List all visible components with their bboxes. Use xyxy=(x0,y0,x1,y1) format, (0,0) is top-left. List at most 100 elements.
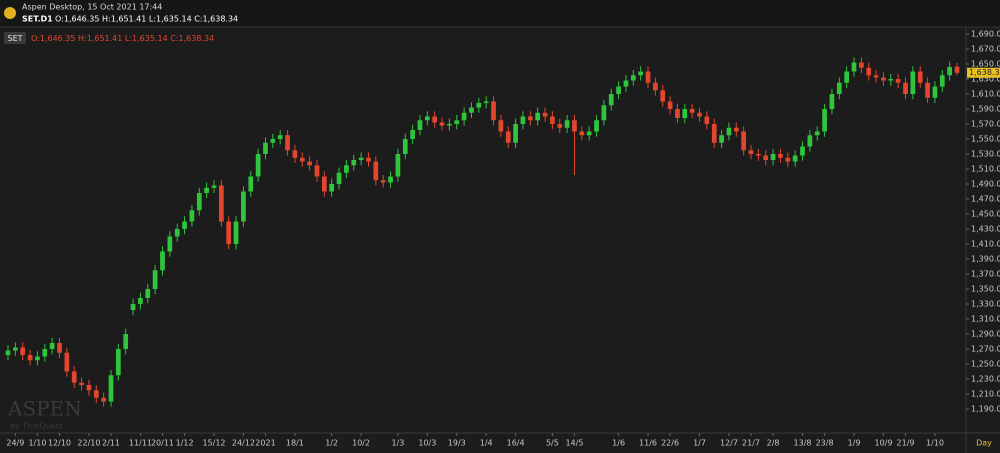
y-tick-label: 1,690.00 xyxy=(971,30,1000,39)
x-tick-label: 1/10 xyxy=(926,439,944,448)
candle-body xyxy=(241,191,246,222)
x-tick-label: 20/11 xyxy=(151,439,174,448)
x-tick-label: 2/11 xyxy=(102,439,120,448)
x-tick-label: 1/4 xyxy=(480,439,493,448)
candle-body xyxy=(807,135,813,147)
candle-body xyxy=(424,116,430,121)
x-tick-label: 24/12 xyxy=(232,439,255,448)
x-tick-label: 22/10 xyxy=(77,439,100,448)
y-tick-label: 1,630.00 xyxy=(971,75,1000,84)
candle-body xyxy=(733,127,739,132)
candle-body xyxy=(439,122,445,126)
y-tick-label: 1,270.00 xyxy=(971,345,1000,354)
candle-body xyxy=(630,75,636,81)
candle-body xyxy=(64,352,70,372)
candle-body xyxy=(697,112,702,117)
candle-body xyxy=(505,131,511,143)
candle-body xyxy=(527,116,533,121)
y-tick-label: 1,190.00 xyxy=(971,405,1000,414)
candle-body xyxy=(5,350,11,355)
candle-body xyxy=(660,90,666,102)
candle-body xyxy=(218,185,224,222)
y-tick-label: 1,310.00 xyxy=(971,315,1000,324)
candle-body xyxy=(939,75,945,87)
x-tick-label: 14/5 xyxy=(565,439,583,448)
candle-body xyxy=(27,355,33,361)
candle-body xyxy=(535,112,541,121)
candle-body xyxy=(167,236,173,252)
candle-body xyxy=(756,154,761,156)
x-tick-label: 1/7 xyxy=(693,439,706,448)
x-tick-label: 21/7 xyxy=(742,439,760,448)
candle-body xyxy=(601,105,607,121)
y-tick-label: 1,350.00 xyxy=(971,285,1000,294)
x-tick-label: 1/12 xyxy=(176,439,194,448)
candle-body xyxy=(358,157,364,160)
candle-body xyxy=(351,160,357,166)
x-tick-label: 22/6 xyxy=(661,439,679,448)
y-tick-label: 1,530.00 xyxy=(971,150,1000,159)
watermark-sub: by ThaiQuest xyxy=(10,422,63,431)
candle-body xyxy=(947,67,952,76)
candle-body xyxy=(329,184,335,192)
candle-body xyxy=(623,80,629,87)
candle-body xyxy=(836,82,842,94)
candle-body xyxy=(483,101,489,103)
candle-body xyxy=(888,79,894,81)
candle-body xyxy=(608,94,614,106)
candle-body xyxy=(895,79,901,83)
candle-body xyxy=(79,382,84,385)
candle-body xyxy=(461,112,467,121)
candle-body xyxy=(93,390,99,398)
candle-body xyxy=(903,82,908,94)
x-tick-label: 1/9 xyxy=(848,439,861,448)
candle-body xyxy=(366,157,371,162)
candle-body xyxy=(42,349,48,357)
x-tick-label: 10/9 xyxy=(874,439,892,448)
y-tick-label: 1,290.00 xyxy=(971,330,1000,339)
candle-body xyxy=(594,120,599,132)
candle-body xyxy=(152,270,158,289)
candle-body xyxy=(954,66,960,73)
candle-body xyxy=(307,161,312,166)
candle-body xyxy=(910,71,916,94)
candle-body xyxy=(138,298,143,304)
candle-body xyxy=(35,356,40,361)
candle-body xyxy=(373,161,379,181)
candle-body xyxy=(447,124,452,126)
candle-body xyxy=(844,71,850,83)
candle-body xyxy=(395,154,401,177)
candle-body xyxy=(344,165,349,173)
y-tick-label: 1,670.00 xyxy=(971,45,1000,54)
candle-body xyxy=(859,62,864,68)
candle-body xyxy=(255,154,261,177)
candle-body xyxy=(667,101,673,109)
candle-body xyxy=(292,150,298,158)
y-tick-label: 1,410.00 xyxy=(971,240,1000,249)
candle-body xyxy=(314,165,320,177)
candle-body xyxy=(586,131,592,136)
candle-body xyxy=(491,101,496,121)
candle-body xyxy=(542,112,548,117)
watermark: ASPEN xyxy=(7,397,82,421)
candle-body xyxy=(711,124,717,143)
candle-body xyxy=(189,210,195,222)
y-tick-label: 1,390.00 xyxy=(971,255,1000,264)
x-tick-label: 21/9 xyxy=(897,439,915,448)
candle-body xyxy=(917,71,923,83)
candle-body xyxy=(277,135,283,139)
candle-body xyxy=(792,155,798,162)
legend-ohlc: O:1,646.35 H:1,651.41 L:1,635.14 C:1,638… xyxy=(31,34,214,43)
candle-body xyxy=(211,185,217,188)
symbol-badge[interactable] xyxy=(4,32,26,44)
x-tick-label: 23/8 xyxy=(816,439,834,448)
x-tick-label: 16/4 xyxy=(507,439,525,448)
y-tick-label: 1,430.00 xyxy=(971,225,1000,234)
y-tick-label: 1,470.00 xyxy=(971,195,1000,204)
candle-body xyxy=(726,127,732,136)
candle-body xyxy=(851,62,857,72)
candle-body xyxy=(86,385,92,391)
candle-body xyxy=(270,139,276,143)
candle-body xyxy=(498,120,504,132)
